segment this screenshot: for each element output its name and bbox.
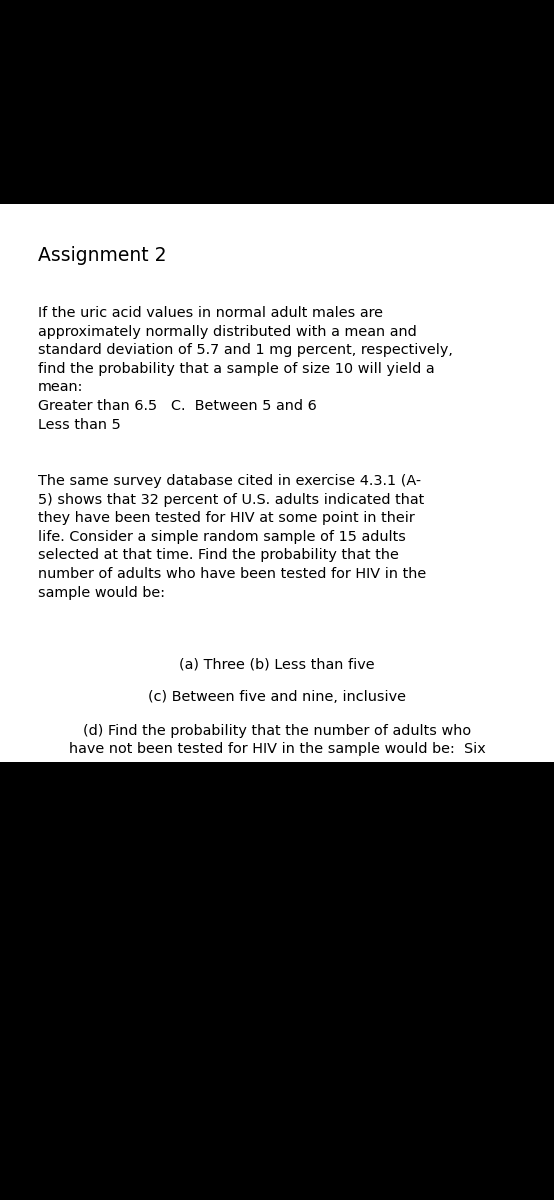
Text: (e) Find the mean and variance of the number of people
tested for HIV in samples: (e) Find the mean and variance of the nu… <box>75 796 479 828</box>
Text: The same survey database cited in exercise 4.3.1 (A-
5) shows that 32 percent of: The same survey database cited in exerci… <box>38 474 426 600</box>
Bar <box>0 204 554 762</box>
Text: (d) Find the probability that the number of adults who
have not been tested for : (d) Find the probability that the number… <box>69 724 485 775</box>
Text: (c) Between five and nine, inclusive: (c) Between five and nine, inclusive <box>148 690 406 704</box>
Text: If the uric acid values in normal adult males are
approximately normally distrib: If the uric acid values in normal adult … <box>38 306 453 432</box>
Text: (a) Three (b) Less than five: (a) Three (b) Less than five <box>179 658 375 672</box>
Text: Assignment 2: Assignment 2 <box>38 246 166 265</box>
